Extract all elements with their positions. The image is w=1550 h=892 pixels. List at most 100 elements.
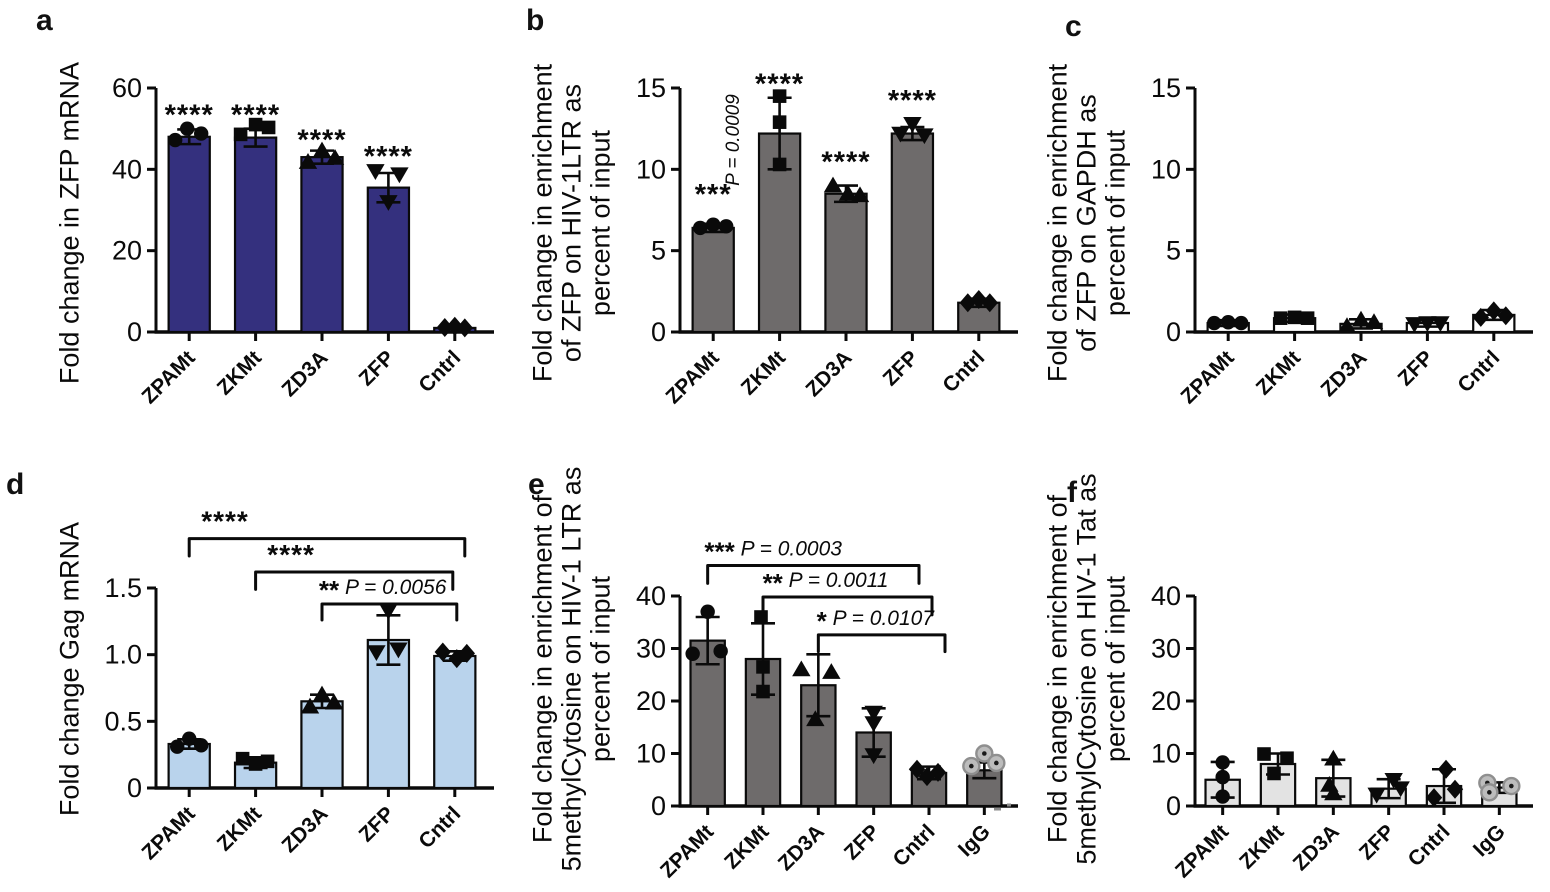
bar-ZPAMt xyxy=(167,135,211,334)
y-tick-label: 30 xyxy=(1151,634,1181,664)
x-label-ZD3A: ZD3A xyxy=(1316,346,1371,401)
x-label-ZFP: ZFP xyxy=(355,802,399,846)
point-Cntrl xyxy=(1437,759,1455,779)
y-tick-label: 10 xyxy=(636,739,666,769)
rotated-p-value: P = 0.0009 xyxy=(723,94,744,186)
point-ZFP xyxy=(864,705,883,722)
panel-d-letter: d xyxy=(6,468,25,501)
x-label-ZKMt: ZKMt xyxy=(720,820,773,873)
point-ZPAMt xyxy=(1215,789,1230,804)
x-label-ZD3A: ZD3A xyxy=(277,802,332,857)
y-tick-label: 0 xyxy=(1166,317,1181,347)
panel-f-letter: f xyxy=(1067,476,1077,509)
panel-c-chart: 0 5 10 15 ZPAMt ZKMt ZD3A ZFP Cntrl xyxy=(1151,73,1533,408)
panel-c-letter: c xyxy=(1065,10,1082,43)
point-ZKMt xyxy=(261,120,276,135)
y-tick-label: 5 xyxy=(1166,236,1181,266)
y-tick-label: 10 xyxy=(1151,154,1181,184)
panel-a: a Fold change in ZFP mRNA 0 20 40 60 ZPAMt **… xyxy=(0,0,520,446)
point-ZD3A xyxy=(822,663,841,679)
panel-d-ylabel-box: Fold change Gag mRNA xyxy=(44,446,96,892)
y-tick-label: 15 xyxy=(636,73,666,103)
panel-c-y-axis-title: Fold change in enrichment of ZFP on GAPD… xyxy=(1042,63,1131,383)
x-label-Cntrl: Cntrl xyxy=(938,346,989,397)
point-Cntrl xyxy=(446,316,463,336)
point-ZFP xyxy=(390,167,409,184)
point-ZPAMt xyxy=(719,219,734,234)
point-ZFP xyxy=(1384,772,1403,789)
point-ZD3A xyxy=(312,141,332,158)
bar-ZD3A xyxy=(824,192,868,334)
point-ZD3A xyxy=(300,697,320,714)
point-Cntrl xyxy=(434,642,451,662)
point-ZD3A xyxy=(324,693,344,710)
y-tick-label: 5 xyxy=(651,236,666,266)
panel-e-chart: 0 10 20 30 40 ZPAMt ZKMt ZD3A ZFP Cntrl IgG *** P =… xyxy=(636,537,1018,882)
y-tick-label: 0 xyxy=(127,773,142,803)
panel-b-chart: 051015ZPAMt***ZKMt****ZD3A****ZFP****Cnt… xyxy=(636,68,1018,408)
point-ZPAMt xyxy=(182,731,197,746)
x-label-ZPAMt: ZPAMt xyxy=(1171,820,1233,882)
point-ZFP xyxy=(903,116,922,133)
point-ZD3A xyxy=(298,153,318,169)
point-ZPAMt xyxy=(1215,755,1230,770)
y-tick-label: 10 xyxy=(636,154,666,184)
point-ZPAMt xyxy=(1215,769,1230,785)
point-ZD3A xyxy=(325,148,345,165)
point-ZKMt xyxy=(1287,310,1302,325)
point-ZFP xyxy=(1391,781,1410,798)
x-label-Cntrl: Cntrl xyxy=(1453,346,1504,397)
y-tick-label: 1.0 xyxy=(104,640,142,670)
point-IgG xyxy=(994,760,999,766)
panel-f-chart: 0 10 20 30 40 ZPAMt ZKMt ZD3A ZFP Cntrl IgG xyxy=(1151,581,1533,882)
panel-a-chart: 0204060ZPAMt****ZKMt****ZD3A****ZFP****C… xyxy=(112,73,494,408)
point-ZD3A xyxy=(1364,313,1384,330)
point-ZFP xyxy=(367,645,386,661)
point-ZKMt xyxy=(248,117,263,132)
point-ZD3A xyxy=(1324,749,1343,766)
point-ZPAMt xyxy=(170,739,185,754)
point-ZPAMt xyxy=(685,646,700,661)
x-label-Cntrl: Cntrl xyxy=(414,802,465,853)
point-ZPAMt xyxy=(194,126,209,141)
panel-c-ylabel-box: Fold change in enrichment of ZFP on GAPD… xyxy=(1039,0,1135,446)
point-ZKMt xyxy=(772,115,787,129)
bar-ZFP xyxy=(855,731,892,808)
x-label-ZFP: ZFP xyxy=(1394,346,1438,390)
panel-a-letter: a xyxy=(36,4,53,37)
point-ZFP xyxy=(864,748,883,765)
point-ZD3A xyxy=(823,176,843,193)
point-ZKMt xyxy=(1267,766,1281,781)
panel-e-letter: e xyxy=(528,468,545,501)
x-label-ZPAMt: ZPAMt xyxy=(656,820,718,882)
point-ZD3A xyxy=(1351,310,1371,327)
x-label-ZD3A: ZD3A xyxy=(277,346,332,401)
bar-ZKMt xyxy=(233,136,278,334)
panel-d: d Fold change Gag mRNA 0 0.5 1.0 1.5 ZPAMt ZK… xyxy=(0,446,520,892)
sig-bracket-1 xyxy=(187,537,467,558)
panel-f-y-axis-title: Fold change in enrichment of 5methylCyto… xyxy=(1042,473,1131,865)
panel-b-ylabel-box: Fold change in enrichment of ZFP on HIV-… xyxy=(524,0,620,446)
point-Cntrl xyxy=(458,643,475,663)
point-Cntrl xyxy=(1425,788,1443,808)
sig-bracket-label-2: ** P = 0.0011 xyxy=(763,568,889,598)
y-tick-label: 1.5 xyxy=(104,573,142,603)
y-tick-label: 40 xyxy=(1151,581,1181,611)
y-tick-label: 0 xyxy=(127,317,142,347)
x-label-ZD3A: ZD3A xyxy=(1289,820,1344,875)
x-label-IgG: IgG xyxy=(1469,820,1510,861)
x-label-ZPAMt: ZPAMt xyxy=(138,346,200,408)
point-ZFP xyxy=(379,603,398,620)
y-tick-label: 60 xyxy=(112,73,142,103)
sig-bracket-2 xyxy=(761,595,934,617)
panel-b: b Fold change in enrichment of ZFP on HI… xyxy=(520,0,1035,446)
x-label-ZKMt: ZKMt xyxy=(213,802,266,855)
x-label-ZKMt: ZKMt xyxy=(737,346,790,399)
point-Cntrl xyxy=(1446,779,1464,799)
point-ZKMt xyxy=(248,757,263,771)
x-label-ZKMt: ZKMt xyxy=(213,346,266,399)
point-ZKMt xyxy=(1280,751,1294,766)
point-IgG xyxy=(1509,783,1514,789)
panel-e: e Fold change in enrichment of 5methylCy… xyxy=(520,446,1035,892)
sig-bracket-label-3: ** P = 0.0056 xyxy=(319,575,447,605)
